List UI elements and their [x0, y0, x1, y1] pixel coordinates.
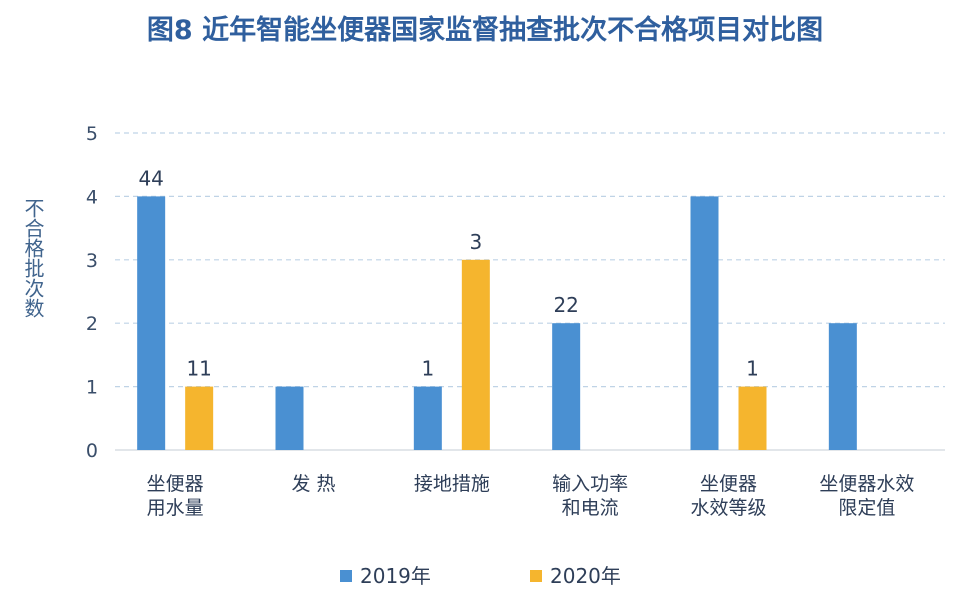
- y-axis-label: 不合格批次数: [21, 198, 45, 318]
- category-label: 水效等级: [690, 497, 766, 519]
- category-label: 用水量: [147, 497, 204, 519]
- y-tick-labels: 0 1 2 3 4 5: [86, 123, 98, 462]
- y-tick-label: 0: [86, 440, 98, 462]
- legend-label-2020: 2020年: [550, 564, 621, 588]
- y-tick-label: 2: [86, 313, 98, 335]
- data-label: 3: [469, 230, 482, 254]
- category-label: 接地措施: [414, 473, 490, 495]
- data-label: 11: [186, 357, 211, 381]
- bar-2020年: [461, 259, 490, 450]
- y-tick-label: 5: [86, 123, 98, 145]
- legend-label-2019: 2019年: [360, 564, 431, 588]
- y-tick-label: 3: [86, 250, 98, 272]
- data-label: 22: [553, 293, 578, 317]
- legend-item-2019: 2019年: [340, 560, 431, 589]
- chart-title: 图8 近年智能坐便器国家监督抽查批次不合格项目对比图: [146, 15, 824, 46]
- category-label: 发 热: [291, 473, 335, 495]
- category-label: 坐便器水效: [819, 473, 914, 495]
- category-labels: 坐便器用水量发 热接地措施 输入功率和电流坐便器水效等级坐便器水效限定值: [147, 473, 915, 519]
- bar-2020年: [738, 386, 767, 450]
- legend-swatch-2020: [530, 569, 542, 582]
- category-label: 坐便器: [147, 473, 204, 495]
- category-label: 输入功率: [552, 473, 628, 495]
- category-label: 限定值: [838, 497, 895, 519]
- grid-lines: [115, 132, 945, 451]
- data-label: 1: [746, 357, 759, 381]
- bar-2019年: [413, 386, 442, 450]
- y-tick-label: 1: [86, 377, 98, 399]
- legend-swatch-2019: [340, 569, 352, 582]
- bar-2019年: [552, 323, 581, 450]
- bar-2019年: [137, 196, 166, 450]
- legend-item-2020: 2020年: [530, 560, 621, 589]
- bar-2019年: [828, 323, 857, 450]
- bar-2019年: [690, 196, 719, 450]
- bar-2020年: [185, 386, 214, 450]
- data-label: 1: [421, 357, 434, 381]
- category-label: 坐便器: [700, 473, 757, 495]
- data-label: 44: [138, 166, 163, 190]
- bars: [137, 196, 857, 450]
- y-tick-label: 4: [86, 186, 98, 208]
- category-label: 和电流: [562, 497, 619, 519]
- bar-2019年: [275, 386, 304, 450]
